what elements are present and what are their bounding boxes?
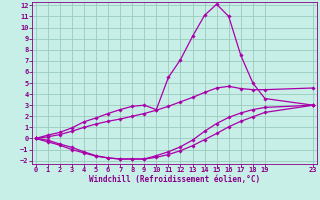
X-axis label: Windchill (Refroidissement éolien,°C): Windchill (Refroidissement éolien,°C) xyxy=(89,175,260,184)
